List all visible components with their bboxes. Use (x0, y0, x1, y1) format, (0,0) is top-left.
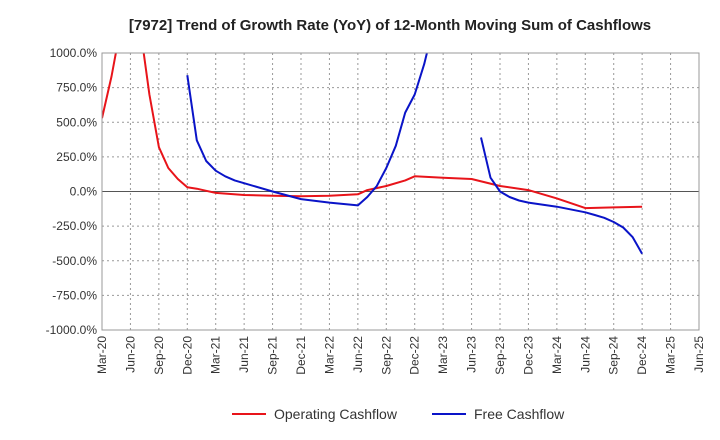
series-line-free-cashflow (186, 53, 428, 207)
x-tick-label: Jun-21 (237, 336, 251, 373)
x-tick-label: Mar-20 (95, 336, 109, 374)
x-tick-label: Jun-20 (123, 336, 137, 373)
chart-title: [7972] Trend of Growth Rate (YoY) of 12-… (129, 17, 651, 34)
y-tick-label: -500.0% (52, 254, 97, 268)
x-tick-label: Dec-24 (635, 336, 649, 375)
y-axis: 1000.0% 750.0% 500.0% 250.0% 0.0% -250.0% -500… (46, 46, 98, 337)
series-layer (102, 53, 643, 255)
y-tick-label: -1000.0% (46, 323, 98, 337)
series-line-free-cashflow (480, 137, 643, 255)
x-tick-label: Mar-24 (550, 336, 564, 374)
x-tick-label: Dec-20 (180, 336, 194, 375)
x-tick-label: Mar-23 (436, 336, 450, 374)
legend: Operating Cashflow Free Cashflow (232, 406, 565, 422)
grid-layer (102, 52, 699, 331)
x-tick-label: Mar-21 (209, 336, 223, 374)
y-tick-label: 500.0% (56, 115, 97, 129)
y-tick-label: 250.0% (56, 150, 97, 164)
x-tick-label: Dec-23 (521, 336, 535, 375)
x-tick-label: Mar-25 (664, 336, 678, 374)
x-tick-label: Sep-23 (493, 336, 507, 375)
x-tick-label: Sep-22 (379, 336, 393, 375)
x-tick-label: Mar-22 (322, 336, 336, 374)
x-tick-label: Dec-22 (408, 336, 422, 375)
y-tick-label: 750.0% (56, 81, 97, 95)
y-tick-label: -750.0% (52, 288, 97, 302)
x-tick-label: Jun-24 (578, 336, 592, 373)
legend-label: Free Cashflow (474, 406, 565, 422)
y-tick-label: 0.0% (70, 185, 98, 199)
x-tick-label: Jun-22 (351, 336, 365, 373)
x-axis: Mar-20 Jun-20 Sep-20 Dec-20 Mar-21 Jun-21 Sep-… (95, 336, 706, 375)
x-tick-label: Sep-21 (266, 336, 280, 375)
y-tick-label: 1000.0% (50, 46, 98, 60)
x-tick-label: Dec-21 (294, 336, 308, 375)
series-line-operating-cashflow (102, 53, 643, 210)
plot-frame (101, 52, 700, 331)
y-tick-label: -250.0% (52, 219, 97, 233)
x-tick-label: Sep-24 (607, 336, 621, 375)
x-tick-label: Jun-25 (692, 336, 706, 373)
legend-label: Operating Cashflow (274, 406, 398, 422)
x-tick-label: Jun-23 (465, 336, 479, 373)
x-tick-label: Sep-20 (152, 336, 166, 375)
